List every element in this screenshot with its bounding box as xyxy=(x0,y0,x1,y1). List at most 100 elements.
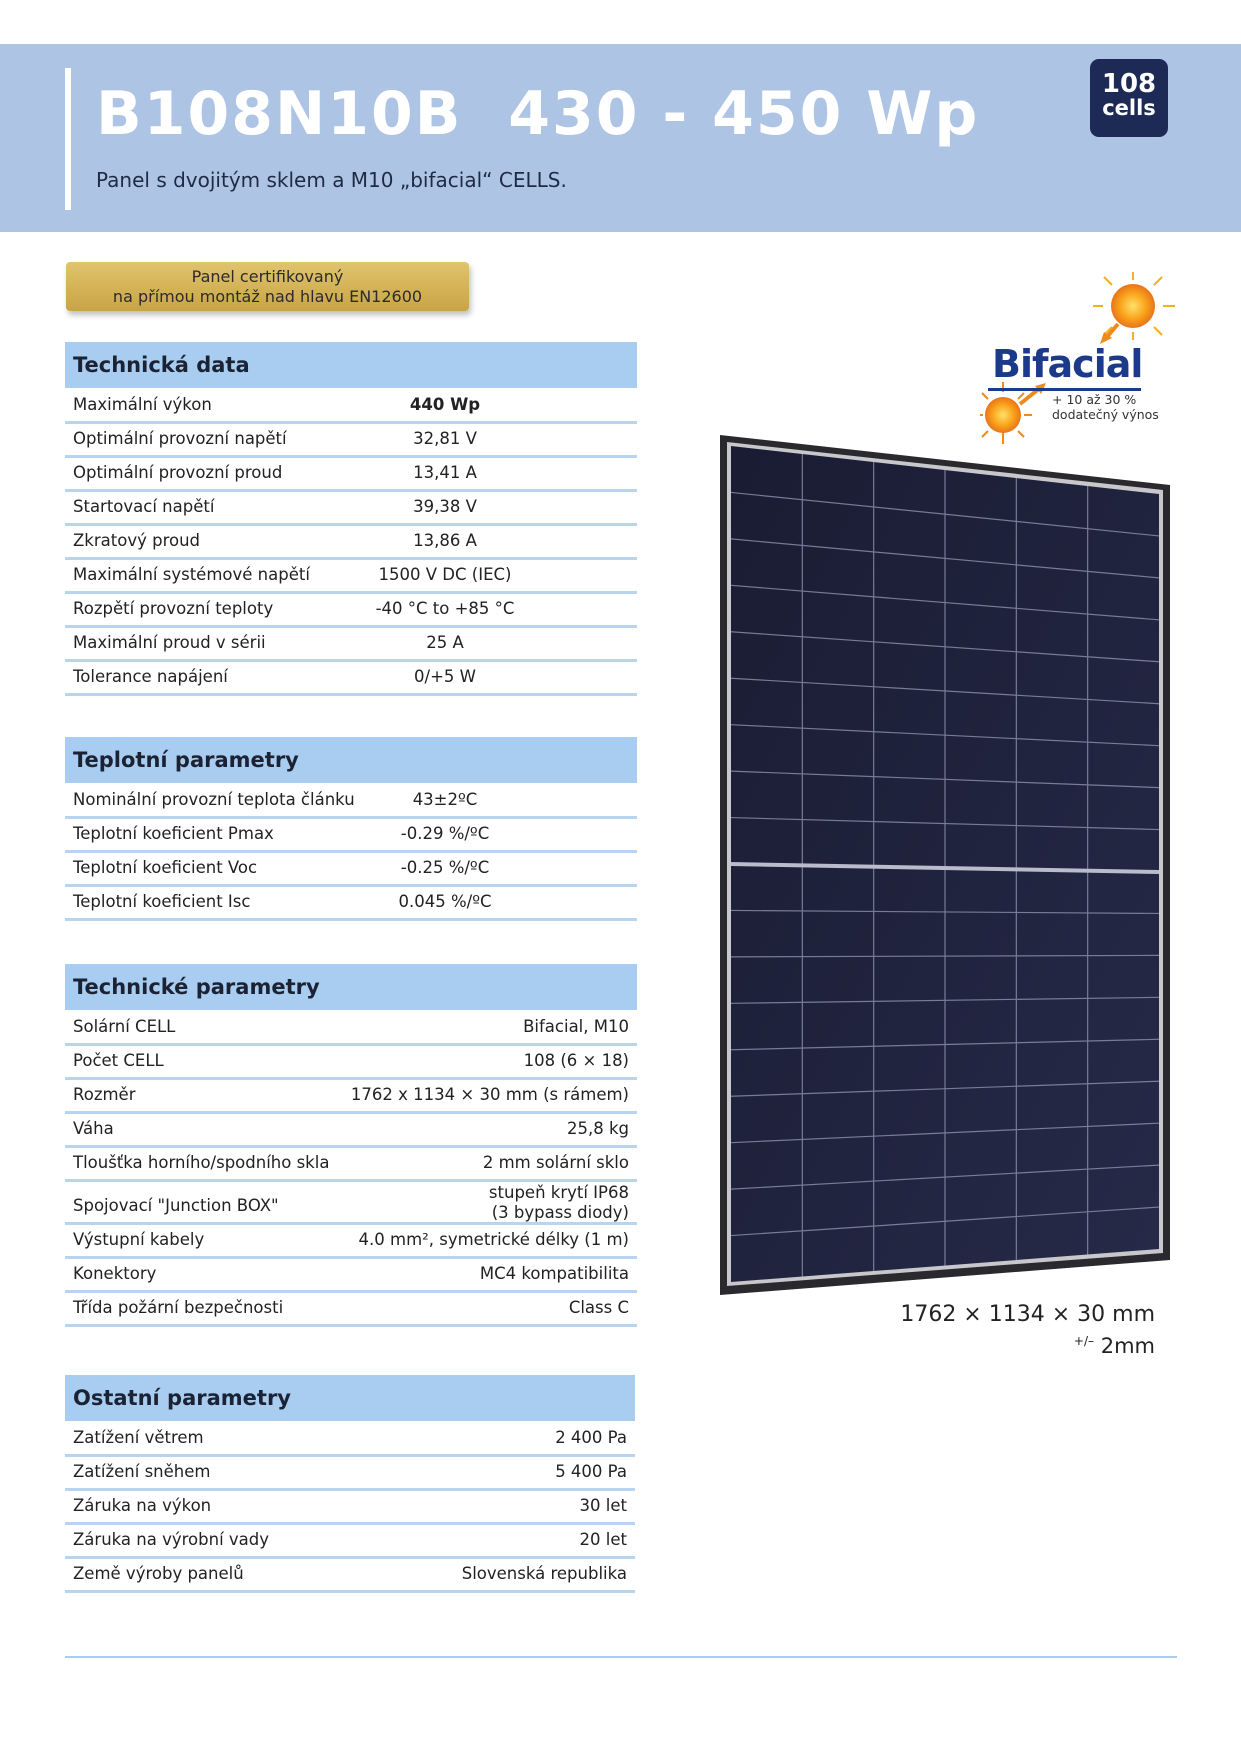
row-label: Teplotní koeficient Pmax xyxy=(73,824,274,843)
panel-cell-row-line xyxy=(730,724,1160,747)
panel-dimensions: 1762 × 1134 × 30 mm +/– 2mm xyxy=(900,1302,1155,1359)
panel-cell-row-line xyxy=(730,1206,1160,1237)
row-value: MC4 kompatibilita xyxy=(479,1264,629,1283)
section-title: Ostatní parametry xyxy=(65,1375,635,1423)
panel-cell-row-line xyxy=(730,770,1160,789)
table-row: Zatížení sněhem 5 400 Pa xyxy=(65,1457,635,1491)
row-value-line-1: stupeň krytí IP68 xyxy=(488,1183,629,1202)
row-label: Záruka na výrobní vady xyxy=(73,1530,270,1549)
row-value-line-2: (3 bypass diody) xyxy=(491,1203,629,1222)
table-row: Tloušťka horního/spodního skla 2 mm solár… xyxy=(65,1148,637,1182)
table-row: Zatížení větrem 2 400 Pa xyxy=(65,1423,635,1457)
table-row: Tolerance napájení 0/+5 W xyxy=(65,662,637,696)
table-row: Teplotní koeficient Voc -0.25 %/ºC xyxy=(65,853,637,887)
row-label: Nominální provozní teplota článku xyxy=(73,790,355,809)
sun-top-icon xyxy=(1093,272,1175,340)
table-row: Optimální provozní napětí 32,81 V xyxy=(65,424,637,458)
section-technical-parameters: Technické parametry Solární CELL Bifacial… xyxy=(65,964,637,1327)
row-value: 1762 x 1134 × 30 mm (s rámem) xyxy=(350,1085,629,1104)
table-row: Rozměr 1762 x 1134 × 30 mm (s rámem) xyxy=(65,1080,637,1114)
table-row: Třída požární bezpečnosti Class C xyxy=(65,1293,637,1327)
row-label: Konektory xyxy=(73,1264,157,1283)
row-label: Teplotní koeficient Isc xyxy=(73,892,251,911)
row-label: Maximální výkon xyxy=(73,395,212,414)
row-value: 25 A xyxy=(426,633,464,652)
row-label: Zatížení sněhem xyxy=(73,1462,211,1481)
panel-dimensions-tolerance: +/– 2mm xyxy=(900,1328,1155,1359)
cells-label: cells xyxy=(1102,96,1156,120)
row-value: 30 let xyxy=(579,1496,627,1515)
row-value: 2 mm solární sklo xyxy=(482,1153,629,1172)
certification-label: Panel certifikovaný na přímou montáž nad… xyxy=(66,262,469,311)
section-technical-data: Technická data Maximální výkon 440 Wp Opt… xyxy=(65,342,637,696)
bifacial-yield-note: + 10 až 30 % dodatečný výnos xyxy=(1052,392,1159,422)
row-value: -0.29 %/ºC xyxy=(400,824,490,843)
bifacial-logo-graphic xyxy=(980,272,1175,444)
row-value: 20 let xyxy=(579,1530,627,1549)
product-title: B108N10B 430 - 450 Wp xyxy=(96,79,980,149)
row-value: 2 400 Pa xyxy=(555,1428,627,1447)
table-row: Maximální systémové napětí 1500 V DC (IEC… xyxy=(65,560,637,594)
row-label: Startovací napětí xyxy=(73,497,215,516)
table-row: Zkratový proud 13,86 A xyxy=(65,526,637,560)
table-row: Maximální výkon 440 Wp xyxy=(65,390,637,424)
panel-cell-row-line xyxy=(730,1164,1160,1190)
cert-line-1: Panel certifikovaný xyxy=(191,267,344,286)
row-label: Teplotní koeficient Voc xyxy=(73,858,258,877)
panel-cell-row-line xyxy=(730,996,1160,1004)
bifacial-yield-line-2: dodatečný výnos xyxy=(1052,407,1159,422)
table-row: Země výroby panelů Slovenská republika xyxy=(65,1559,635,1593)
row-value: Slovenská republika xyxy=(461,1564,627,1583)
footer-divider xyxy=(65,1656,1177,1658)
table-row: Solární CELL Bifacial, M10 xyxy=(65,1012,637,1046)
panel-cell-row-line xyxy=(730,1038,1160,1051)
table-row: Rozpětí provozní teploty -40 °C to +85 °C xyxy=(65,594,637,628)
row-label: Výstupní kabely xyxy=(73,1230,205,1249)
section-title: Technická data xyxy=(65,342,637,390)
row-value: 39,38 V xyxy=(413,497,477,516)
panel-cell-row-line xyxy=(730,584,1160,621)
table-row: Spojovací "Junction BOX" stupeň krytí IP6… xyxy=(65,1182,637,1225)
row-value: 108 (6 × 18) xyxy=(523,1051,629,1070)
panel-cell-row-line xyxy=(730,538,1160,579)
table-row: Výstupní kabely 4.0 mm², symetrické délky… xyxy=(65,1225,637,1259)
row-value: 0.045 %/ºC xyxy=(398,892,492,911)
row-label: Solární CELL xyxy=(73,1017,176,1036)
row-label: Třída požární bezpečnosti xyxy=(73,1298,284,1317)
table-row: Nominální provozní teplota článku 43±2ºC xyxy=(65,785,637,819)
row-value: 13,86 A xyxy=(413,531,477,550)
table-row: Záruka na výrobní vady 20 let xyxy=(65,1525,635,1559)
row-label: Maximální systémové napětí xyxy=(73,565,310,584)
row-value: 32,81 V xyxy=(413,429,477,448)
row-value: 25,8 kg xyxy=(566,1119,629,1138)
panel-cell-row-line xyxy=(730,816,1160,831)
section-title: Technické parametry xyxy=(65,964,637,1012)
bifacial-underline xyxy=(988,388,1141,391)
cells-badge: 108 cells xyxy=(1090,59,1168,137)
row-value: 1500 V DC (IEC) xyxy=(378,565,512,584)
row-label: Záruka na výkon xyxy=(73,1496,212,1515)
section-thermal-parameters: Teplotní parametry Nominální provozní te… xyxy=(65,737,637,921)
table-row: Záruka na výkon 30 let xyxy=(65,1491,635,1525)
row-label: Zkratový proud xyxy=(73,531,201,550)
panel-dimensions-size: 1762 × 1134 × 30 mm xyxy=(900,1302,1155,1327)
tolerance-sign: +/– xyxy=(1073,1334,1095,1348)
bifacial-logo-text: Bifacial xyxy=(992,342,1143,386)
row-value: -40 °C to +85 °C xyxy=(375,599,515,618)
row-value: 43±2ºC xyxy=(412,790,478,809)
cells-count: 108 xyxy=(1101,69,1157,99)
bifacial-yield-line-1: + 10 až 30 % xyxy=(1052,392,1137,407)
row-value: 440 Wp xyxy=(409,395,481,414)
table-row: Váha 25,8 kg xyxy=(65,1114,637,1148)
solar-panel-image xyxy=(720,435,1170,1295)
row-value: Bifacial, M10 xyxy=(523,1017,629,1036)
header-accent-bar xyxy=(65,68,71,210)
table-row: Optimální provozní proud 13,41 A xyxy=(65,458,637,492)
section-title: Teplotní parametry xyxy=(65,737,637,785)
cert-line-2: na přímou montáž nad hlavu EN12600 xyxy=(112,287,423,306)
row-label: Země výroby panelů xyxy=(73,1564,244,1583)
row-label: Rozpětí provozní teploty xyxy=(73,599,274,618)
row-value: 4.0 mm², symetrické délky (1 m) xyxy=(358,1230,629,1249)
panel-cell-row-line xyxy=(730,631,1160,663)
row-label: Optimální provozní proud xyxy=(73,463,283,482)
